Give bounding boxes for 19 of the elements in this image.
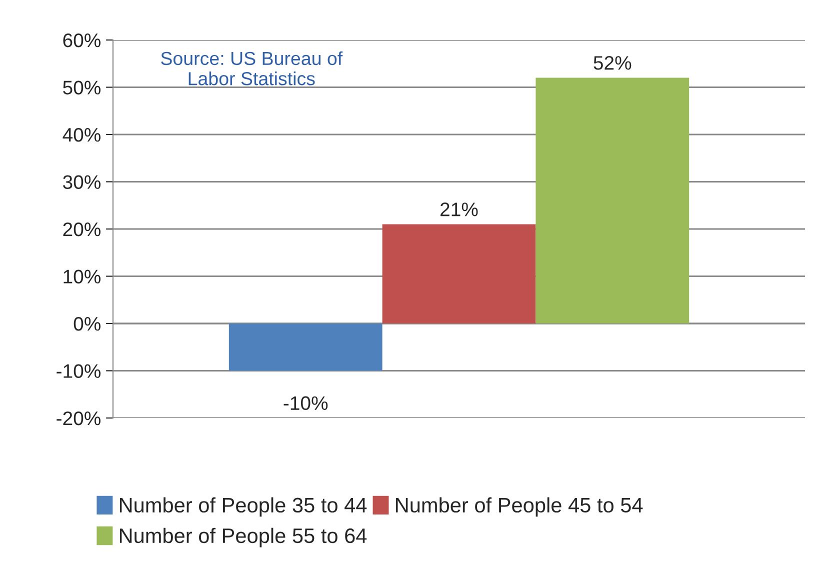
y-tick-label: 10% — [64, 270, 101, 284]
y-tick-label: -20% — [56, 411, 101, 426]
y-tick-label: 50% — [63, 80, 101, 94]
legend-label: Number of People 45 to 54 — [396, 497, 643, 517]
y-tick-label: 40% — [62, 128, 101, 142]
data-label: 21% — [440, 202, 478, 216]
bar — [382, 224, 536, 324]
y-tick-label: 0% — [74, 316, 101, 331]
bar — [228, 324, 382, 371]
annotation: Source: US Bureau of Labor Statistics — [161, 51, 343, 86]
data-label: -10% — [284, 396, 328, 410]
bar — [536, 78, 690, 324]
legend-label: Number of People 35 to 44 — [120, 497, 367, 517]
y-tick-label: -10% — [56, 364, 101, 378]
y-tick-label: 60% — [63, 33, 101, 48]
data-label: 52% — [594, 56, 632, 70]
legend-label: Number of People 55 to 64 — [120, 528, 367, 548]
y-tick-label: 30% — [63, 175, 101, 189]
y-tick-label: 20% — [63, 222, 101, 236]
